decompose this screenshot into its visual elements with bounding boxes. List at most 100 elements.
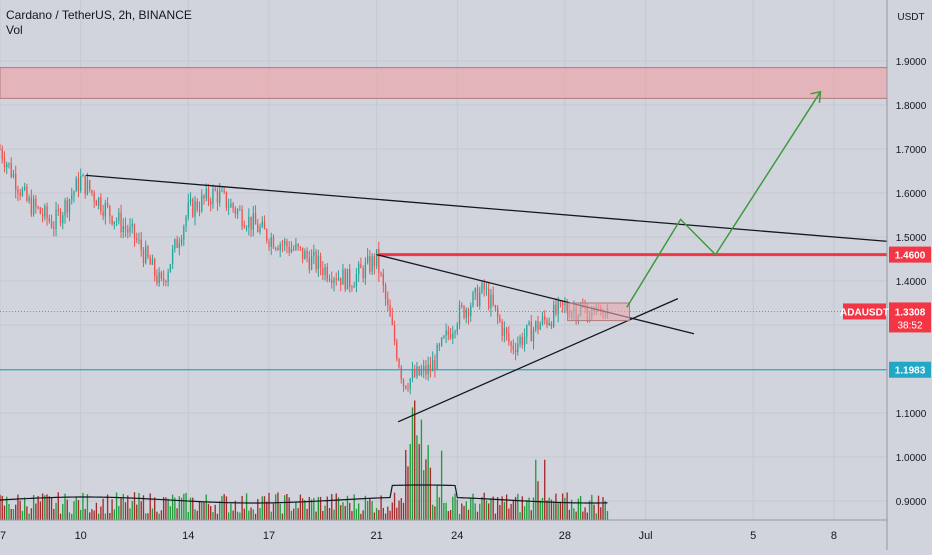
candle-body [445, 330, 447, 337]
volume-bar [414, 400, 416, 520]
volume-label: Vol [6, 23, 23, 37]
candle-body [292, 248, 295, 250]
volume-bar [600, 507, 602, 520]
candle-body [232, 203, 234, 209]
candle-body [23, 186, 26, 190]
zones [0, 67, 888, 371]
candle-body [259, 226, 261, 233]
candle-body [470, 306, 472, 317]
volume-bar [362, 510, 364, 520]
volume-bar [41, 493, 44, 520]
volume-bar [225, 496, 228, 520]
volume-bars [0, 400, 609, 520]
volume-bar [91, 509, 93, 520]
candle-body [423, 365, 425, 371]
candle-body [416, 366, 418, 377]
candle-body [467, 309, 470, 317]
volume-bar [485, 500, 488, 520]
volume-bar [310, 499, 313, 520]
candle-body [46, 206, 48, 219]
candle-body [227, 207, 230, 209]
candle-body [483, 282, 485, 290]
candle-body [111, 215, 113, 225]
time-tick-label: 10 [75, 530, 87, 542]
volume-bar [306, 508, 308, 520]
volume-bar [472, 493, 474, 520]
projected-path [626, 91, 822, 308]
candle-body [362, 268, 364, 279]
candle-body [210, 201, 212, 205]
volume-bar [501, 496, 503, 520]
candle-body [382, 273, 384, 286]
volume-bar [344, 505, 346, 520]
candle-body [214, 189, 216, 191]
candle-body [160, 272, 163, 279]
candle-body [124, 226, 127, 230]
volume-bar [423, 470, 425, 520]
volume-bar [582, 511, 584, 520]
volume-bar [93, 510, 95, 520]
volume-bar [250, 507, 252, 520]
volume-bar [304, 500, 306, 520]
volume-bar [366, 500, 369, 520]
support-price-badge: 1.1983 [895, 366, 926, 377]
candle-body [297, 244, 299, 247]
candle-body [127, 229, 129, 233]
candle-body [449, 334, 452, 339]
candle-body [301, 247, 304, 260]
candle-body [306, 251, 308, 258]
volume-bar [62, 503, 64, 520]
volume-bar [3, 505, 6, 520]
volume-bar [257, 499, 259, 520]
candle-body [384, 285, 387, 299]
last-price-badge-bg [889, 302, 931, 333]
candle-body [434, 360, 436, 370]
volume-bar [447, 511, 450, 520]
volume-bar [494, 513, 497, 520]
price-tick-label: 1.8000 [896, 101, 927, 112]
candle-body [120, 212, 122, 233]
volume-bar [335, 493, 337, 520]
candle-body [398, 359, 400, 368]
candle-body [564, 303, 566, 306]
candle-body [366, 256, 369, 263]
volume-bar [573, 508, 575, 520]
candle-body [447, 330, 450, 335]
candle-body [252, 213, 254, 230]
candle-body [420, 370, 423, 375]
candle-body [553, 304, 555, 327]
candle-body [550, 323, 553, 327]
volume-bar [59, 513, 62, 520]
candle-body [174, 239, 176, 249]
candle-body [391, 316, 393, 325]
volume-bar [127, 495, 129, 520]
volume-bar [324, 505, 326, 520]
volume-bar [313, 497, 315, 520]
volume-bar [100, 506, 102, 520]
candle-body [535, 321, 537, 330]
volume-bar [555, 493, 557, 520]
candle-body [544, 316, 546, 320]
candle-body [373, 256, 376, 267]
candle-body [194, 201, 196, 217]
volume-bar [584, 507, 586, 520]
candle-body [21, 189, 24, 196]
time-tick-label: 28 [559, 530, 571, 542]
candle-body [499, 316, 501, 322]
volume-bar [97, 513, 100, 520]
volume-bar [369, 498, 371, 520]
candle-body [496, 308, 499, 317]
candle-body [66, 200, 68, 213]
volume-bar [154, 497, 156, 520]
candle-body [149, 257, 151, 265]
candle-body [501, 321, 503, 336]
price-tick-label: 1.0000 [896, 453, 927, 464]
volume-bar [171, 494, 174, 520]
candle-body [156, 275, 158, 284]
candle-body [118, 212, 120, 221]
volume-bar [286, 493, 288, 520]
volume-bar [387, 506, 389, 520]
volume-bar [50, 497, 53, 520]
